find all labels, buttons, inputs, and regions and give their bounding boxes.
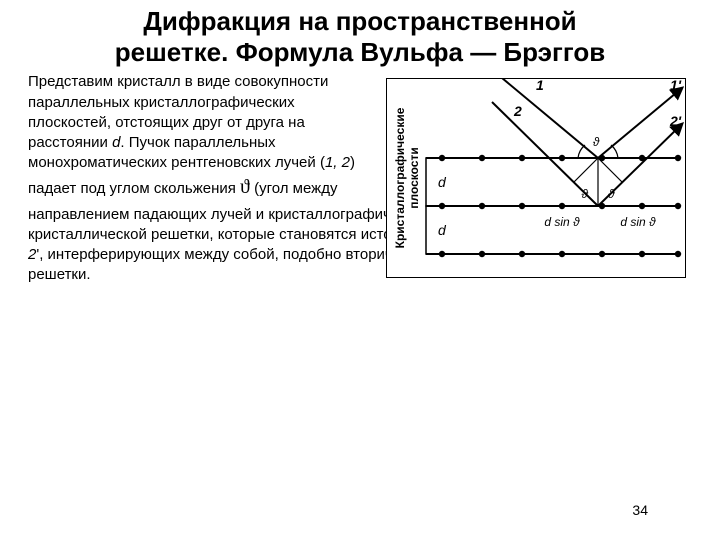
svg-text:d: d xyxy=(438,174,447,190)
title-line2: решетке. Формула Вульфа — Брэггов xyxy=(115,37,605,67)
svg-text:ϑ: ϑ xyxy=(608,187,615,201)
svg-text:ϑ: ϑ xyxy=(581,187,588,201)
bragg-diagram: d d Кристаллографическиеплоскости 12 1' 2' ϑ ϑ ϑ… xyxy=(386,78,686,278)
svg-text:плоскости: плоскости xyxy=(407,148,421,210)
svg-text:ϑ: ϑ xyxy=(593,135,600,149)
svg-text:d sin ϑ: d sin ϑ xyxy=(544,215,580,229)
page-title: Дифракция на пространственной решетке. Ф… xyxy=(0,0,720,72)
paragraph-1: Представим кристалл в виде совокупности … xyxy=(28,72,376,200)
svg-text:2': 2' xyxy=(669,113,682,129)
svg-text:d: d xyxy=(438,222,447,238)
svg-text:1: 1 xyxy=(536,78,544,93)
svg-text:1': 1' xyxy=(670,78,682,93)
svg-text:Кристаллографические: Кристаллографические xyxy=(393,108,407,249)
p1-theta: ϑ xyxy=(240,176,250,198)
p1-text-d: (угол между xyxy=(250,180,338,197)
title-line1: Дифракция на пространственной xyxy=(143,6,576,36)
page-number: 34 xyxy=(632,502,648,518)
content-area: Представим кристалл в виде совокупности … xyxy=(0,72,720,285)
svg-text:d sin ϑ: d sin ϑ xyxy=(620,215,656,229)
svg-text:2: 2 xyxy=(513,103,522,119)
p1-12: 1, 2 xyxy=(325,154,350,171)
